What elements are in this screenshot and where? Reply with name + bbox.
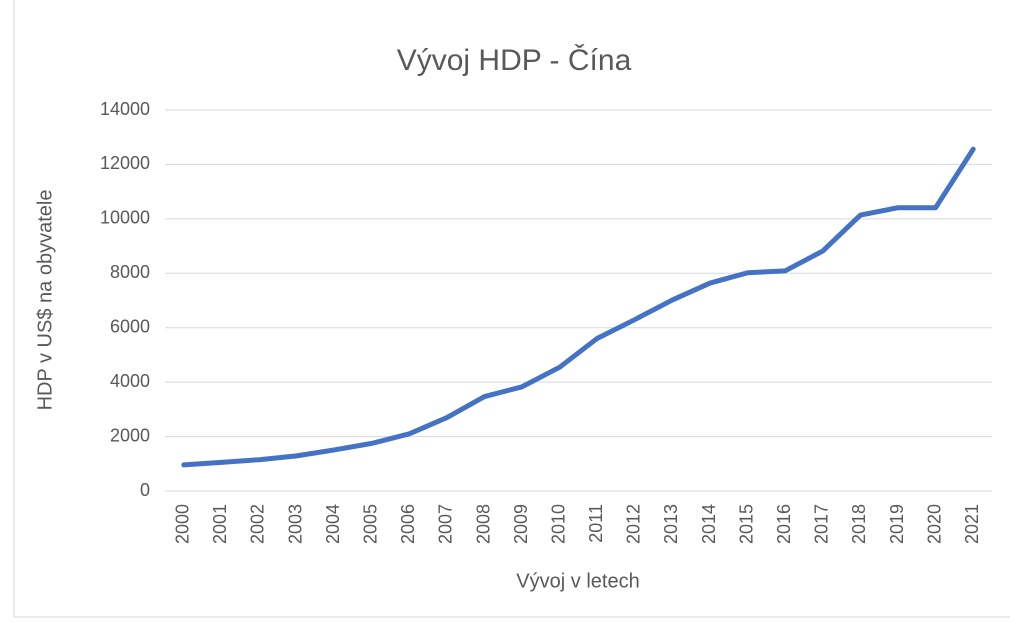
- x-tick-label: 2006: [398, 504, 418, 544]
- x-tick-label: 2008: [473, 504, 493, 544]
- x-tick-label: 2010: [548, 504, 568, 544]
- y-axis-label: HDP v US$ na obyvatele: [34, 190, 56, 411]
- y-tick-label: 14000: [100, 99, 150, 119]
- y-tick-label: 0: [140, 480, 150, 500]
- y-tick-label: 10000: [100, 208, 150, 228]
- x-tick-label: 2000: [173, 504, 193, 544]
- x-tick-label: 2017: [812, 504, 832, 544]
- x-tick-label: 2003: [285, 504, 305, 544]
- y-tick-label: 2000: [110, 425, 150, 445]
- x-tick-label: 2009: [511, 504, 531, 544]
- x-tick-label: 2018: [849, 504, 869, 544]
- chart-title: Vývoj HDP - Čína: [397, 43, 632, 77]
- y-tick-label: 4000: [110, 371, 150, 391]
- x-tick-label: 2021: [962, 504, 982, 544]
- x-tick-label: 2011: [586, 504, 606, 543]
- x-tick-label: 2012: [624, 504, 644, 544]
- x-tick-label: 2019: [887, 504, 907, 544]
- y-tick-label: 8000: [110, 262, 150, 282]
- y-tick-label: 12000: [100, 153, 150, 173]
- line: [181, 146, 976, 468]
- x-tick-label: 2005: [361, 504, 381, 544]
- x-tick-label: 2007: [436, 504, 456, 544]
- x-tick-label: 2001: [210, 504, 230, 544]
- x-tick-label: 2016: [774, 504, 794, 544]
- x-tick-label: 2002: [248, 504, 268, 544]
- x-tick-label: 2014: [699, 504, 719, 544]
- x-axis-label: Vývoj v letech: [516, 570, 639, 592]
- x-tick-label: 2013: [661, 504, 681, 544]
- y-tick-label: 6000: [110, 316, 150, 336]
- x-tick-label: 2015: [736, 504, 756, 544]
- x-tick-label: 2004: [323, 504, 343, 544]
- chart-border: [13, 0, 1010, 618]
- x-tick-label: 2020: [924, 504, 944, 544]
